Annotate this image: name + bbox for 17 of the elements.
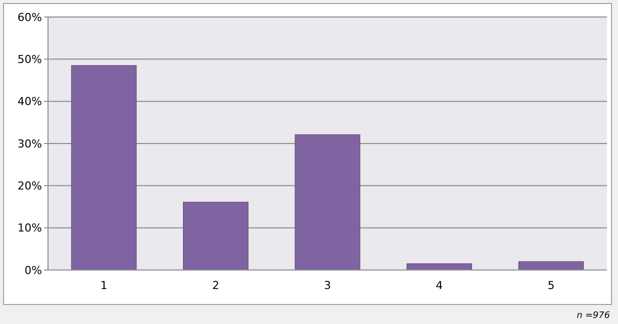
text: n =976: [576, 311, 610, 321]
y-tick-label: 50%: [18, 53, 42, 66]
y-tick-label: 40%: [18, 95, 42, 108]
bar: [518, 261, 584, 270]
y-tick-label: 0%: [24, 264, 42, 277]
y-tick-label: 30%: [18, 137, 42, 150]
x-tick-label: 4: [436, 279, 443, 292]
y-tick-label: 60%: [18, 10, 42, 24]
bar: [71, 65, 137, 270]
x-tick-label: 2: [212, 279, 220, 292]
x-tick-label: 1: [100, 279, 108, 292]
bar: [182, 202, 248, 270]
y-tick-label: 10%: [18, 222, 42, 235]
x-tick-label: 3: [324, 279, 331, 292]
y-tick-label: 20%: [18, 180, 42, 193]
x-tick-label: 5: [548, 279, 555, 292]
bar: [294, 134, 360, 270]
